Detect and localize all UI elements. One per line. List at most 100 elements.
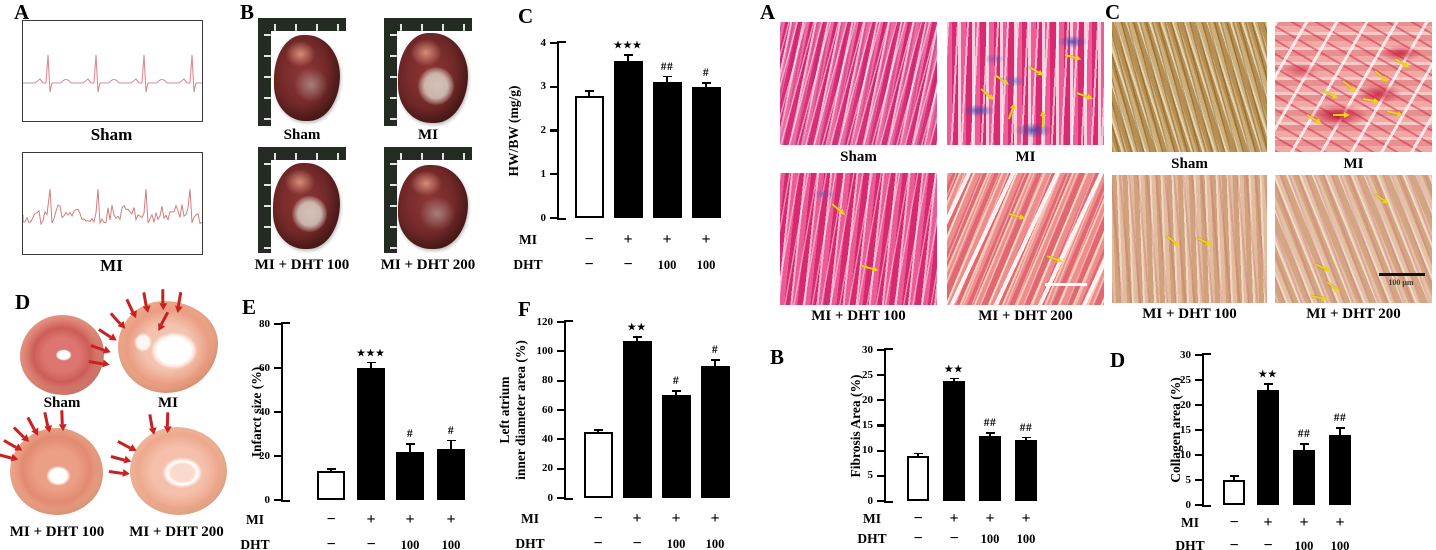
- y-tick-label: 0: [867, 494, 874, 507]
- significance-marker: ##: [1333, 412, 1347, 424]
- error-bar-cap: [671, 389, 681, 392]
- error-bar: [627, 54, 629, 61]
- panel-letter-hearts: B: [240, 0, 255, 24]
- error-bar: [1233, 476, 1235, 480]
- error-bar: [1267, 384, 1269, 390]
- y-axis-label: Collagen area (%): [1167, 377, 1183, 483]
- y-tick: [557, 467, 564, 470]
- histology-masson-mi-dht200: [947, 173, 1104, 305]
- y-tick-label: 5: [867, 469, 874, 482]
- row-value: −: [632, 535, 642, 550]
- y-tick-label: 0: [540, 211, 547, 224]
- y-axis: [883, 348, 887, 503]
- y-axis: [1201, 353, 1205, 507]
- error-bar-cap: [701, 81, 711, 84]
- y-tick-label: 25: [862, 368, 873, 381]
- bar-mi: [1257, 390, 1279, 505]
- yellow-arrow-icon: [1310, 295, 1322, 300]
- error-bar: [409, 443, 411, 452]
- histology-masson-sham: [780, 22, 937, 145]
- row-label-dht: DHT: [857, 531, 887, 546]
- row-value: +: [623, 231, 633, 248]
- row-value: 100: [400, 538, 420, 550]
- ecg-box-mi: [22, 152, 203, 255]
- row-value: −: [326, 511, 336, 528]
- row-value: −: [593, 510, 603, 527]
- significance-marker: ##: [983, 417, 997, 430]
- error-bar: [1339, 428, 1341, 435]
- y-tick-label: 10: [1180, 448, 1191, 461]
- cross-section-mi-dht200: [130, 427, 227, 515]
- ecg-label-mi: MI: [100, 256, 123, 275]
- error-bar-cap: [1229, 475, 1239, 477]
- heart-label: MI + DHT 100: [254, 257, 350, 273]
- row-label-mi: MI: [521, 511, 539, 526]
- heart-photo-mi-dht200: [384, 147, 472, 253]
- yellow-arrow-icon: [980, 88, 991, 98]
- y-axis-label: Left atrium inner diameter area (%): [496, 340, 528, 480]
- row-value: 100: [666, 537, 686, 550]
- y-tick-label: 20: [862, 393, 873, 406]
- row-value: +: [662, 231, 672, 248]
- row-value: 100: [441, 538, 461, 550]
- bar-mi-dht-200: [1015, 439, 1037, 501]
- row-value: +: [1021, 510, 1031, 527]
- row-value: −: [913, 530, 923, 547]
- row-value: +: [446, 511, 456, 528]
- bar-mi-dht-200: [1329, 435, 1351, 505]
- row-value: +: [985, 510, 995, 527]
- error-bar-cap: [584, 90, 594, 92]
- axis-cap: [282, 322, 290, 325]
- row-value: −: [326, 536, 336, 550]
- row-label-mi: MI: [246, 512, 264, 527]
- chart-hwbw: C 0 1 2 3 4 HW/BW (mg/g) ★★★ ## # MI − + + + DHT − −100 1…: [500, 0, 736, 285]
- sirius-label: MI: [1343, 156, 1364, 172]
- error-bar: [588, 91, 590, 96]
- error-bar-cap: [710, 359, 720, 361]
- error-bar: [917, 453, 919, 456]
- y-tick: [1195, 453, 1202, 457]
- row-label-dht: DHT: [513, 257, 543, 272]
- significance-marker: #: [702, 66, 710, 79]
- red-arrow-icon: [0, 453, 12, 460]
- bar-mi: [622, 341, 652, 498]
- error-bar: [450, 440, 452, 450]
- axis-cap: [558, 41, 566, 44]
- y-tick-label: 40: [259, 405, 270, 418]
- error-bar: [1303, 444, 1305, 450]
- bar-mi-dht-200: [437, 449, 465, 500]
- y-tick: [877, 399, 884, 402]
- y-tick: [550, 129, 557, 132]
- yellow-arrow-icon: [1333, 114, 1344, 117]
- row-value: −: [584, 256, 594, 273]
- error-bar: [330, 468, 332, 472]
- panel-cross-sections: D Sham MI MI + DHT 100 MI + DHT 200: [0, 285, 235, 550]
- y-tick: [274, 454, 281, 458]
- sirius-label: Sham: [1171, 156, 1208, 172]
- bar-sham: [583, 432, 613, 498]
- cross-label: MI: [158, 395, 178, 411]
- scale-bar: [1379, 273, 1425, 276]
- cross-label: Sham: [43, 395, 81, 411]
- y-tick: [550, 85, 557, 88]
- y-tick-label: 15: [862, 419, 873, 431]
- y-tick-label: 60: [259, 361, 270, 374]
- row-value: −: [913, 510, 923, 527]
- red-arrow-icon: [60, 410, 64, 425]
- yellow-arrow-icon: [1394, 58, 1406, 66]
- yellow-arrow-icon: [861, 265, 873, 270]
- y-tick-label: 20: [1180, 398, 1191, 411]
- error-bar-cap: [366, 361, 376, 364]
- panel-letter-hwbw: C: [518, 4, 534, 28]
- bar-mi-dht-100: [1293, 450, 1315, 505]
- red-arrow-icon: [125, 298, 135, 313]
- masson-label: Sham: [840, 149, 877, 165]
- chart-left-atrium: F 0 20 40 60 80 100 120 Left atrium inner diame…: [455, 285, 736, 550]
- row-value: −: [1263, 537, 1273, 550]
- axis-cap: [565, 320, 573, 323]
- yellow-arrow-icon: [1007, 108, 1014, 120]
- red-arrow-icon: [148, 414, 154, 429]
- scale-bar: [1045, 283, 1087, 286]
- y-tick-label: 80: [542, 374, 553, 387]
- error-bar-cap: [913, 452, 923, 455]
